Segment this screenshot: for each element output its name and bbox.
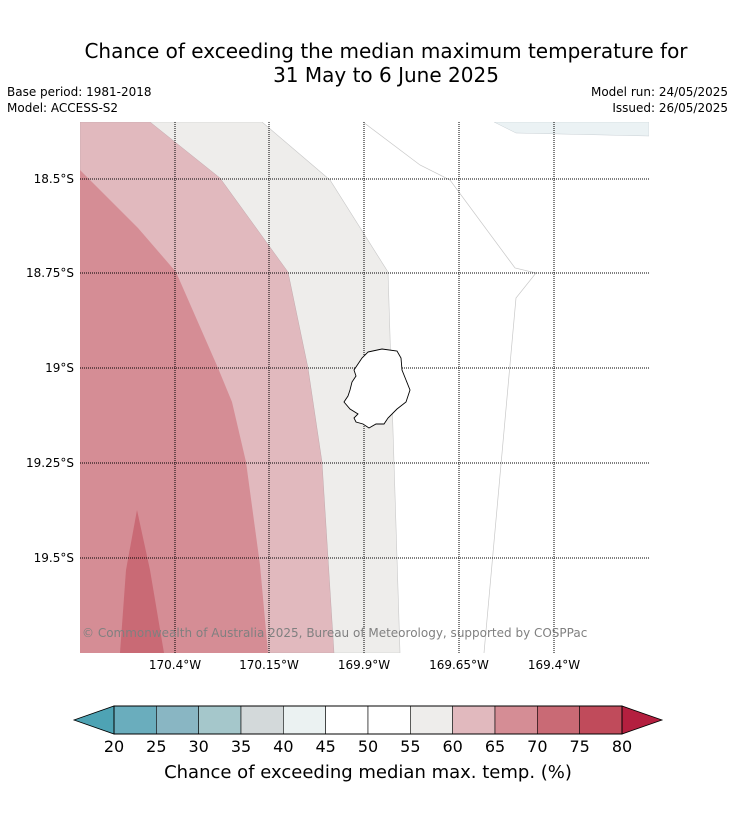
model-label: Model: ACCESS-S2 [7,101,119,115]
probability-zone-65-70 [80,170,268,653]
lat-label-19: 19°S [45,361,74,375]
lat-label-19-25: 19.25°S [26,456,74,470]
lon-label-170-15: 170.15°W [239,658,299,672]
lon-label-169-4: 169.4°W [528,658,580,672]
map-title-line1: Chance of exceeding the median maximum t… [84,39,688,63]
lon-label-169-65: 169.65°W [429,658,489,672]
colorbar-cell [452,705,496,735]
niue-island-outline [343,348,411,429]
colorbar-tick-label: 50 [358,737,378,756]
base-period-label: Base period: 1981-2018 [7,85,152,99]
colorbar-cell [240,705,284,735]
colorbar-tick-label: 80 [612,737,632,756]
colorbar-tick-label: 55 [400,737,420,756]
colorbar-tick-label: 45 [315,737,335,756]
lat-label-18-5: 18.5°S [34,172,74,186]
colorbar-cell [537,705,580,735]
colorbar-tick-label: 35 [231,737,251,756]
colorbar: 20 25 30 35 40 45 50 55 60 65 70 75 80 Chance of exc… [72,705,664,783]
contour-line-east [362,122,537,653]
lon-label-170-4: 170.4°W [149,658,201,672]
colorbar-cell [198,705,242,735]
colorbar-tick-label: 75 [569,737,589,756]
map-panel [80,122,649,653]
colorbar-cell [494,705,538,735]
colorbar-cell [113,705,157,735]
probability-zone-70-75 [120,510,164,653]
colorbar-cell [410,705,453,735]
colorbar-tick-label: 40 [273,737,293,756]
colorbar-ticks: 20 25 30 35 40 45 50 55 60 65 70 75 80 [104,737,632,756]
colorbar-extend-low [72,705,115,735]
colorbar-tick-label: 30 [188,737,208,756]
copyright-text: © Commonwealth of Australia 2025, Bureau… [82,626,587,640]
map-gridlines [80,122,649,653]
colorbar-tick-label: 70 [527,737,547,756]
longitude-labels: 170.4°W 170.15°W 169.9°W 169.65°W 169.4°… [149,658,580,672]
lat-label-19-5: 19.5°S [34,551,74,565]
map-title-line2: 31 May to 6 June 2025 [273,63,499,87]
colorbar-cell [579,705,623,735]
lon-label-169-9: 169.9°W [338,658,390,672]
probability-zone-40-45 [493,122,649,137]
colorbar-cell [367,705,411,735]
colorbar-cells [72,705,664,735]
colorbar-tick-label: 65 [485,737,505,756]
issued-label: Issued: 26/05/2025 [612,101,728,115]
model-run-label: Model run: 24/05/2025 [590,85,728,99]
colorbar-cell [325,705,369,735]
colorbar-cell [156,705,199,735]
colorbar-tick-label: 20 [104,737,124,756]
colorbar-tick-label: 60 [442,737,462,756]
colorbar-tick-label: 25 [146,737,166,756]
colorbar-label: Chance of exceeding median max. temp. (%… [164,762,572,783]
colorbar-outline [113,705,623,735]
colorbar-cell [283,705,326,735]
lat-label-18-75: 18.75°S [26,266,74,280]
colorbar-extend-high [621,705,664,735]
latitude-labels: 18.5°S 18.75°S 19°S 19.25°S 19.5°S [26,172,74,565]
